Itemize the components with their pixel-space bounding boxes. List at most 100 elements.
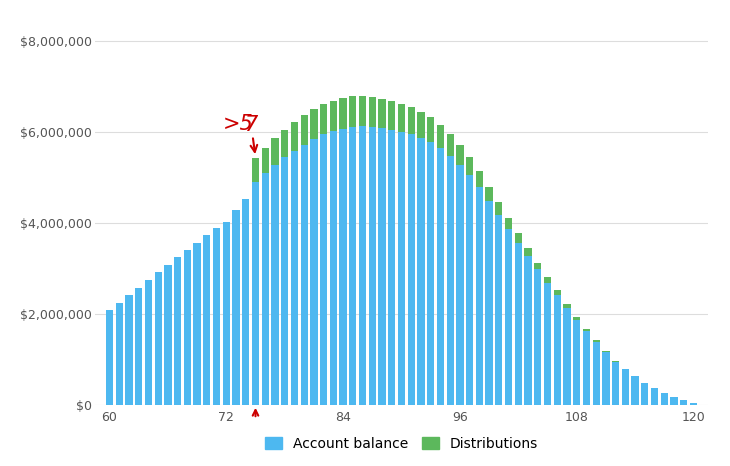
Bar [418, 112, 425, 138]
Bar [495, 202, 502, 215]
Bar [564, 304, 571, 308]
Bar [301, 116, 308, 144]
Bar [330, 131, 337, 405]
Bar [583, 331, 590, 405]
Bar [359, 126, 366, 405]
Bar [427, 142, 434, 405]
Bar [524, 248, 531, 256]
Bar [602, 352, 610, 405]
Text: 7: 7 [244, 115, 257, 135]
Bar [553, 295, 561, 405]
Bar [505, 229, 512, 405]
Bar [349, 96, 356, 127]
Bar [447, 156, 454, 405]
Bar [281, 130, 288, 158]
Bar [252, 183, 259, 405]
Bar [106, 310, 113, 405]
Bar [447, 134, 454, 156]
Legend: Account balance, Distributions: Account balance, Distributions [259, 432, 544, 457]
Bar [476, 171, 483, 187]
Bar [126, 295, 133, 405]
Bar [515, 233, 522, 242]
Bar [670, 397, 677, 405]
Bar [612, 361, 619, 362]
Bar [631, 377, 639, 405]
Bar [485, 201, 493, 405]
Bar [359, 96, 366, 126]
Bar [456, 144, 464, 164]
Bar [680, 400, 688, 405]
Bar [495, 215, 502, 405]
Bar [534, 269, 542, 405]
Bar [261, 148, 269, 173]
Bar [437, 148, 444, 405]
Bar [349, 127, 356, 405]
Bar [573, 317, 580, 320]
Bar [339, 129, 347, 405]
Bar [544, 277, 551, 282]
Bar [388, 130, 396, 405]
Bar [651, 388, 658, 405]
Bar [661, 393, 668, 405]
Bar [378, 128, 385, 405]
Bar [261, 173, 269, 405]
Bar [524, 256, 531, 405]
Bar [398, 104, 405, 132]
Bar [310, 109, 318, 139]
Bar [223, 222, 230, 405]
Bar [573, 320, 580, 405]
Text: >5: >5 [223, 114, 253, 134]
Bar [641, 383, 648, 405]
Bar [407, 134, 415, 405]
Bar [544, 282, 551, 405]
Bar [184, 250, 191, 405]
Bar [564, 308, 571, 405]
Bar [232, 210, 239, 405]
Bar [272, 138, 279, 165]
Bar [466, 175, 473, 405]
Bar [602, 351, 610, 352]
Bar [330, 101, 337, 131]
Bar [193, 242, 201, 405]
Bar [242, 199, 250, 405]
Bar [291, 123, 298, 151]
Bar [378, 99, 385, 128]
Bar [456, 164, 464, 405]
Bar [583, 329, 590, 331]
Bar [281, 158, 288, 405]
Bar [553, 290, 561, 295]
Bar [301, 144, 308, 405]
Bar [690, 403, 697, 405]
Bar [407, 107, 415, 134]
Bar [505, 218, 512, 229]
Bar [203, 235, 210, 405]
Bar [418, 138, 425, 405]
Bar [320, 134, 327, 405]
Bar [398, 132, 405, 405]
Bar [272, 165, 279, 405]
Bar [310, 139, 318, 405]
Bar [369, 127, 376, 405]
Bar [593, 342, 600, 405]
Bar [427, 117, 434, 142]
Bar [437, 125, 444, 148]
Bar [593, 340, 600, 342]
Bar [622, 370, 629, 405]
Bar [388, 101, 396, 130]
Bar [135, 288, 142, 405]
Bar [515, 242, 522, 405]
Bar [115, 302, 123, 405]
Bar [534, 262, 542, 269]
Bar [155, 272, 162, 405]
Bar [485, 186, 493, 201]
Bar [145, 280, 152, 405]
Bar [466, 157, 473, 175]
Bar [291, 151, 298, 405]
Bar [476, 187, 483, 405]
Bar [213, 228, 220, 405]
Bar [164, 265, 172, 405]
Bar [612, 362, 619, 405]
Bar [339, 98, 347, 129]
Bar [369, 97, 376, 127]
Bar [174, 257, 181, 405]
